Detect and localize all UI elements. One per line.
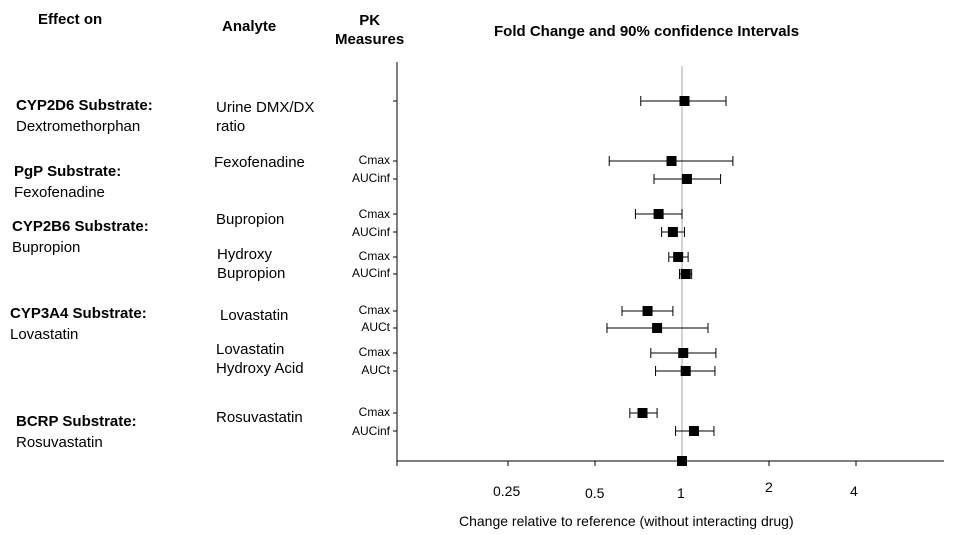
x-tick-label: 2 bbox=[765, 479, 773, 495]
x-tick-label: 0.25 bbox=[493, 483, 521, 499]
pk-label: Cmax bbox=[358, 249, 390, 263]
pk-label: AUCinf bbox=[351, 266, 390, 280]
pk-label: AUCinf bbox=[351, 171, 390, 185]
x-axis-title: Change relative to reference (without in… bbox=[459, 513, 794, 529]
point-estimate bbox=[666, 156, 677, 166]
point-estimate bbox=[637, 408, 648, 418]
point-estimate bbox=[652, 323, 663, 333]
analyte-fexofenadine: Fexofenadine bbox=[214, 154, 305, 171]
group-label-cyp3a4: CYP3A4 Substrate: bbox=[10, 305, 147, 322]
header-effect-on: Effect on bbox=[38, 11, 103, 28]
pk-label: AUCt bbox=[361, 320, 390, 334]
analyte-urine-dmx-dx: Urine DMX/DX ratio bbox=[216, 99, 315, 135]
point-estimate bbox=[681, 174, 692, 184]
pk-label: Cmax bbox=[358, 153, 390, 167]
x-tick-label: 4 bbox=[850, 483, 858, 499]
group-name-lovastatin: Lovastatin bbox=[10, 326, 79, 343]
chart-title: Fold Change and 90% confidence Intervals bbox=[494, 23, 800, 40]
analyte-bupropion: Bupropion bbox=[216, 211, 285, 228]
point-estimate bbox=[680, 269, 691, 279]
point-estimate bbox=[677, 456, 687, 466]
x-tick-label: 0.5 bbox=[585, 485, 605, 501]
point-estimate bbox=[673, 252, 684, 262]
point-estimate bbox=[680, 366, 691, 376]
pk-label: AUCinf bbox=[351, 424, 390, 438]
pk-label: Cmax bbox=[358, 345, 390, 359]
point-estimate bbox=[642, 306, 653, 316]
pk-label: Cmax bbox=[358, 207, 390, 221]
x-tick-label: 1 bbox=[677, 485, 685, 501]
group-label-cyp2d6: CYP2D6 Substrate: bbox=[16, 97, 153, 114]
point-estimate bbox=[679, 96, 690, 106]
group-label-cyp2b6: CYP2B6 Substrate: bbox=[12, 218, 149, 235]
group-name-bupropion: Bupropion bbox=[12, 239, 81, 256]
point-estimate bbox=[653, 209, 664, 219]
header-analyte: Analyte bbox=[222, 18, 277, 35]
pk-label: Cmax bbox=[358, 303, 390, 317]
pk-label: AUCinf bbox=[351, 225, 390, 239]
pk-label: AUCt bbox=[361, 363, 390, 377]
analyte-lovastatin: Lovastatin bbox=[220, 307, 289, 324]
group-name-fexofenadine: Fexofenadine bbox=[14, 184, 105, 201]
group-name-rosuvastatin: Rosuvastatin bbox=[16, 434, 103, 451]
point-estimate bbox=[688, 426, 699, 436]
group-label-bcrp: BCRP Substrate: bbox=[16, 413, 137, 430]
analyte-hydroxy-bupropion: Hydroxy Bupropion bbox=[217, 246, 286, 282]
point-estimate bbox=[667, 227, 678, 237]
point-estimate bbox=[678, 348, 689, 358]
group-name-dextromethorphan: Dextromethorphan bbox=[16, 118, 141, 135]
analyte-lovastatin-hydroxy-acid: Lovastatin Hydroxy Acid bbox=[216, 341, 304, 377]
header-pk-measures: PK Measures bbox=[335, 12, 405, 48]
pk-label: Cmax bbox=[358, 405, 390, 419]
analyte-rosuvastatin: Rosuvastatin bbox=[216, 409, 303, 426]
group-label-pgp: PgP Substrate: bbox=[14, 163, 122, 180]
